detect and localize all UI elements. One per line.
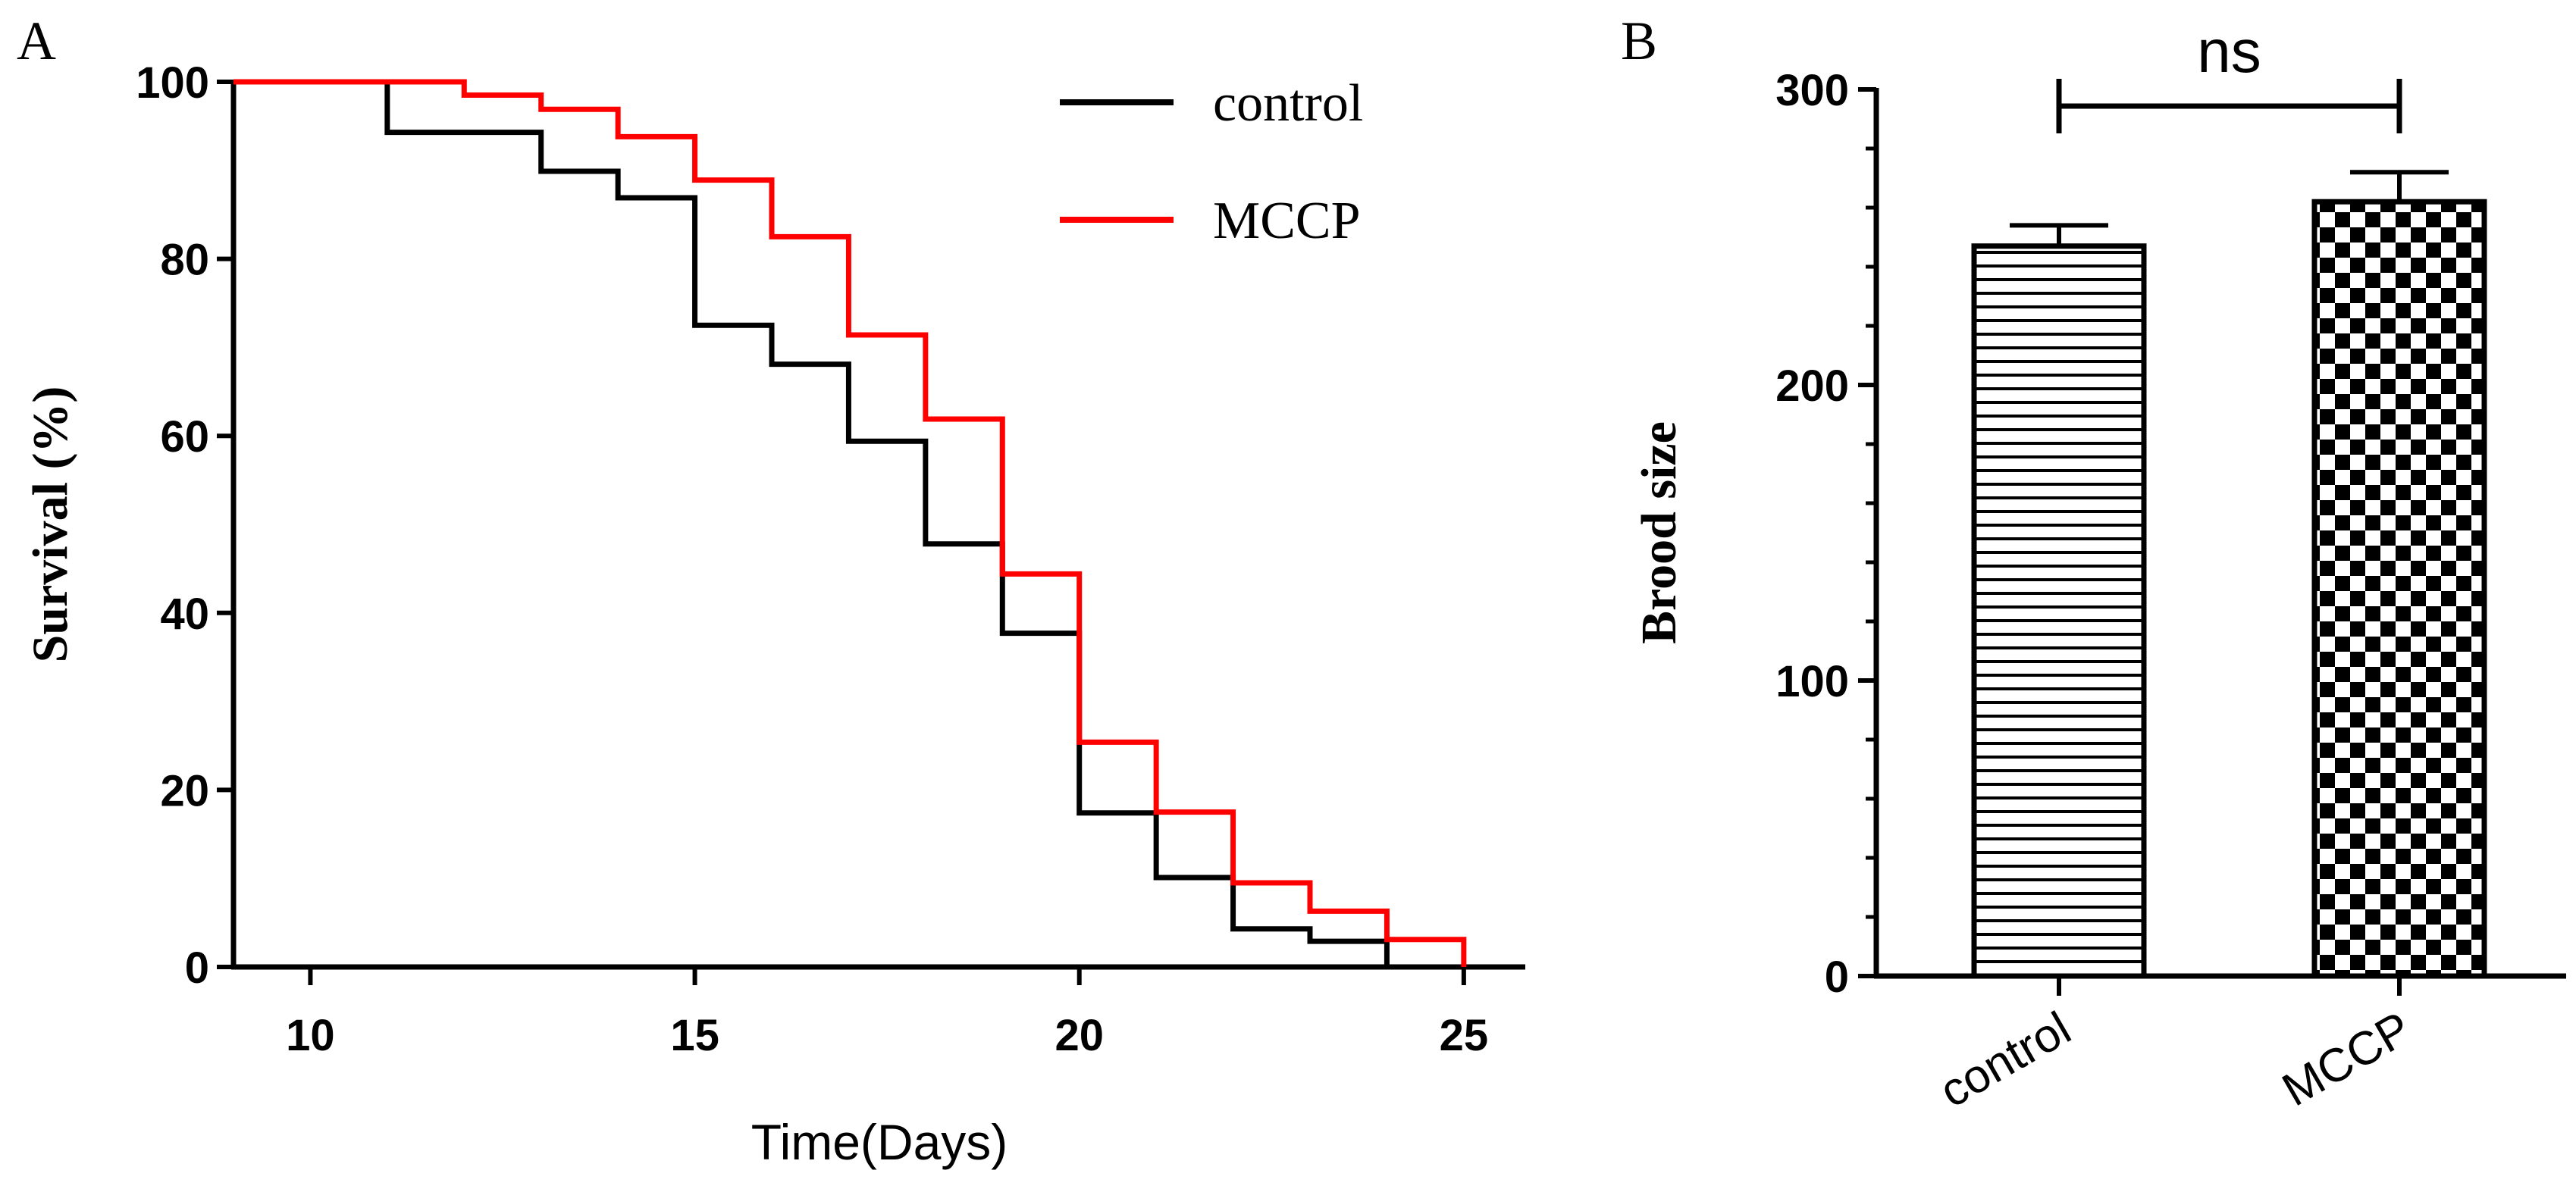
x-tick-label: 10 <box>286 1011 335 1060</box>
y-tick-label: 0 <box>1825 953 1849 1002</box>
significance-label: ns <box>2197 17 2261 85</box>
panel-a-label: A <box>17 11 56 71</box>
y-axis-title: Survival (%) <box>23 386 78 663</box>
legend-label-control: control <box>1213 74 1363 133</box>
category-label-control: control <box>1931 1002 2079 1118</box>
bar-control <box>1971 243 2147 979</box>
y-axis-title: Brood size <box>1631 421 1687 644</box>
category-label-mccp: MCCP <box>2274 1002 2420 1116</box>
y-tick-label: 300 <box>1775 66 1849 115</box>
x-tick-label: 20 <box>1055 1011 1104 1060</box>
survival-line-mccp <box>233 79 1467 967</box>
x-tick-label: 15 <box>670 1011 719 1060</box>
brood-size-chart: 0 100 200 300 Brood size control MCCP ns <box>1631 17 2566 1118</box>
y-tick-label: 20 <box>160 766 209 815</box>
survival-line-control <box>233 79 1390 967</box>
y-tick-label: 0 <box>185 943 209 993</box>
y-tick-label: 100 <box>1775 657 1849 706</box>
y-tick-label: 60 <box>160 412 209 462</box>
x-axis-title: Time(Days) <box>751 1114 1008 1170</box>
legend-label-mccp: MCCP <box>1213 192 1361 250</box>
y-tick-label: 80 <box>160 236 209 285</box>
bar-mccp <box>2311 199 2487 979</box>
y-tick-label: 100 <box>136 58 209 108</box>
y-tick-label: 200 <box>1775 361 1849 411</box>
survival-chart: 0 20 40 60 80 100 10 15 20 25 Time(Days) Survival (… <box>23 58 1525 1170</box>
y-tick-label: 40 <box>160 590 209 639</box>
panel-b-label: B <box>1621 11 1657 71</box>
x-tick-label: 25 <box>1440 1011 1489 1060</box>
